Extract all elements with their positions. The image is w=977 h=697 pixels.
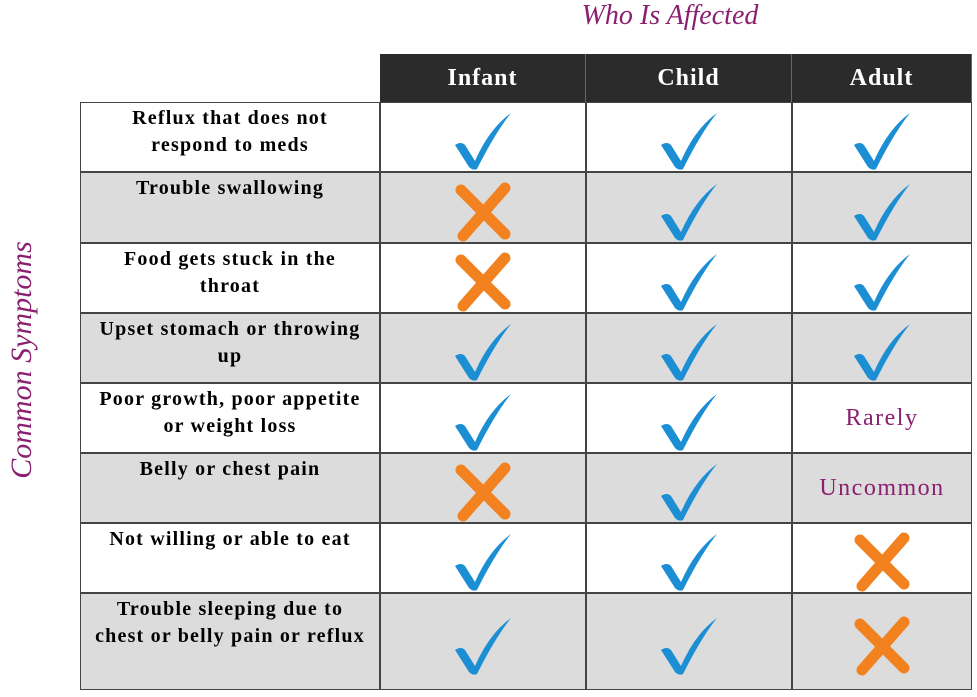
row-label: Trouble sleeping due to chest or belly p…	[80, 593, 380, 690]
check-icon	[661, 464, 717, 521]
check-icon	[661, 394, 717, 451]
cross-icon	[854, 616, 910, 675]
column-title: Who Is Affected	[581, 0, 759, 31]
table-cell	[380, 523, 586, 593]
table-cell	[586, 383, 792, 453]
table-cell	[586, 243, 792, 313]
check-icon	[661, 254, 717, 311]
row-label: Upset stomach or throwing up	[80, 313, 380, 383]
row-label: Reflux that does not respond to meds	[80, 102, 380, 172]
row-label: Poor growth, poor appetite or weight los…	[80, 383, 380, 453]
column-header: Infant	[380, 54, 586, 102]
check-icon	[661, 534, 717, 591]
check-icon	[661, 113, 717, 170]
check-icon	[854, 113, 910, 170]
table-cell: Uncommon	[792, 453, 972, 523]
cross-icon	[854, 532, 910, 592]
table-cell	[792, 313, 972, 383]
check-icon	[661, 617, 717, 675]
column-header: Child	[586, 54, 792, 102]
row-title: Common Symptoms	[5, 241, 38, 479]
table-cell	[586, 172, 792, 243]
table-cell	[380, 313, 586, 383]
check-icon	[661, 183, 717, 241]
check-icon	[455, 534, 511, 591]
table-cell	[380, 243, 586, 313]
table-cell	[792, 102, 972, 172]
table-cell	[792, 172, 972, 243]
row-label: Food gets stuck in the throat	[80, 243, 380, 313]
check-icon	[854, 254, 910, 311]
check-icon	[661, 324, 717, 381]
row-label: Trouble swallowing	[80, 172, 380, 243]
table-cell	[586, 102, 792, 172]
table-cell	[586, 313, 792, 383]
check-icon	[455, 324, 511, 381]
table-cell	[380, 593, 586, 690]
check-icon	[854, 183, 910, 241]
table-cell	[380, 383, 586, 453]
cross-icon	[455, 252, 511, 312]
cross-icon	[455, 182, 511, 241]
table-cell	[792, 523, 972, 593]
check-icon	[455, 113, 511, 170]
check-icon	[455, 394, 511, 451]
table-cell	[586, 523, 792, 593]
row-label: Belly or chest pain	[80, 453, 380, 523]
table-cell	[586, 453, 792, 523]
column-header: Adult	[792, 54, 972, 102]
row-label: Not willing or able to eat	[80, 523, 380, 593]
table-cell	[380, 453, 586, 523]
table-cell	[380, 172, 586, 243]
cross-icon	[455, 462, 511, 522]
check-icon	[455, 617, 511, 675]
table-cell: Rarely	[792, 383, 972, 453]
table-cell	[792, 593, 972, 690]
table-cell	[586, 593, 792, 690]
table-cell	[792, 243, 972, 313]
table-cell	[380, 102, 586, 172]
check-icon	[854, 324, 910, 381]
